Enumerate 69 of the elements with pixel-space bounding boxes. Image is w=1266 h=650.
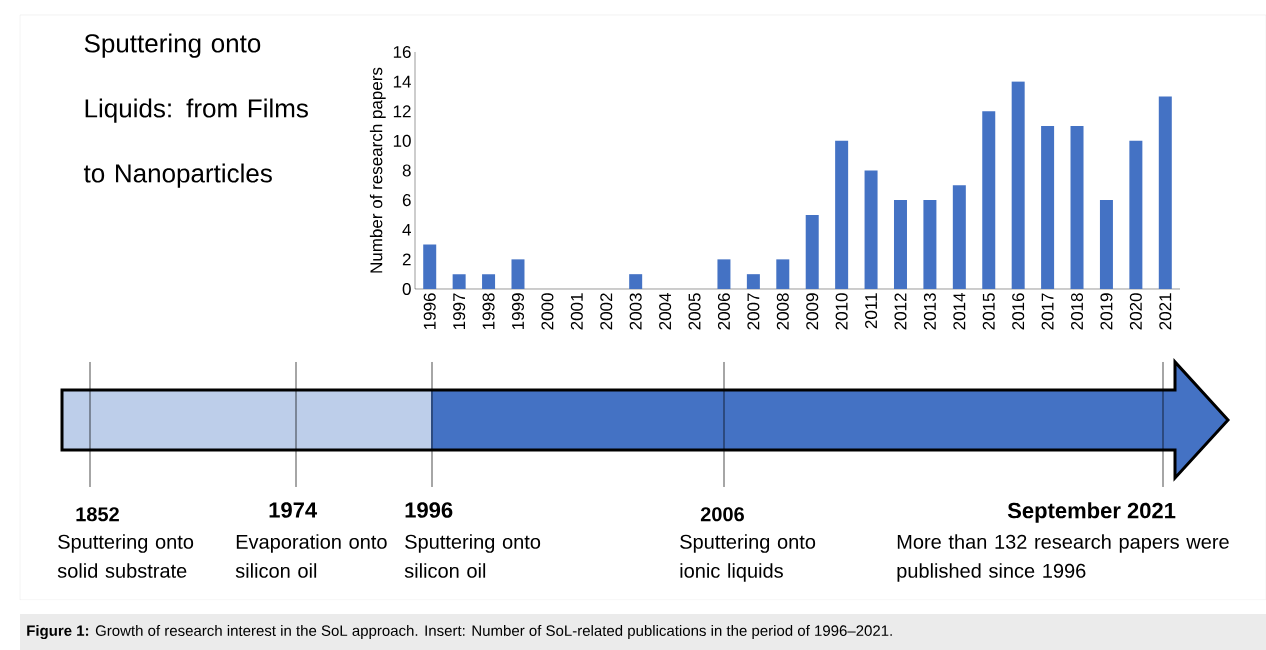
text: Sputtering onto solid substrate bbox=[57, 534, 194, 578]
x-tick-label: 2006 bbox=[717, 293, 730, 330]
x-tick-label: 2017 bbox=[1041, 293, 1054, 330]
chart-title: Sputtering onto Liquids: from Films to Nanoparticles bbox=[83, 33, 308, 188]
x-tick-label: 1998 bbox=[482, 293, 495, 330]
x-tick-label: 2020 bbox=[1129, 293, 1142, 330]
x-tick-label: 1996 bbox=[423, 293, 436, 330]
bar bbox=[1011, 81, 1025, 289]
x-tick-label: 1999 bbox=[511, 293, 525, 330]
y-tick-label: 16 bbox=[393, 45, 411, 59]
text: Sputtering onto silicon oil bbox=[404, 534, 541, 578]
y-tick-label: 0 bbox=[402, 282, 411, 296]
bar bbox=[452, 274, 466, 289]
text: 1852 bbox=[76, 507, 119, 522]
bar bbox=[835, 140, 849, 289]
x-tick-label: 2004 bbox=[659, 293, 672, 330]
x-tick-label: 2003 bbox=[629, 293, 642, 330]
text: 1974 bbox=[269, 502, 318, 518]
y-tick-label: 14 bbox=[393, 75, 411, 88]
bar bbox=[746, 274, 760, 289]
bar bbox=[629, 274, 643, 289]
text: Evaporation onto silicon oil bbox=[235, 534, 387, 578]
bar bbox=[952, 185, 966, 289]
bar bbox=[1070, 126, 1084, 289]
bar bbox=[893, 200, 907, 289]
y-tick-label: 2 bbox=[402, 253, 411, 266]
x-tick-label: 2021 bbox=[1159, 293, 1172, 330]
x-tick-label: 2011 bbox=[865, 293, 878, 329]
bar bbox=[511, 259, 525, 289]
x-tick-label: 2010 bbox=[835, 293, 848, 330]
bar bbox=[982, 111, 996, 289]
bar bbox=[1099, 200, 1113, 289]
x-tick-label: 2001 bbox=[570, 293, 583, 330]
bar bbox=[923, 200, 937, 289]
x-tick-label: 2007 bbox=[747, 293, 760, 330]
bar bbox=[1158, 96, 1172, 289]
bar bbox=[482, 274, 496, 289]
text: More than 132 research papers were published since 1996 bbox=[897, 534, 1229, 582]
x-tick-label: 2012 bbox=[894, 293, 907, 330]
x-tick-label: 1997 bbox=[453, 293, 466, 330]
x-tick-label: 2009 bbox=[806, 293, 819, 330]
x-tick-label: 2013 bbox=[923, 293, 936, 330]
y-tick-label: 4 bbox=[402, 223, 411, 236]
y-tick-label: 10 bbox=[393, 134, 411, 147]
x-tick-label: 2019 bbox=[1100, 293, 1113, 330]
y-tick-label: 6 bbox=[402, 194, 411, 207]
bar bbox=[776, 259, 790, 289]
x-tick-label: 2002 bbox=[600, 293, 613, 330]
bar bbox=[423, 244, 437, 289]
x-tick-label: 2015 bbox=[982, 293, 995, 330]
bar bbox=[1041, 126, 1055, 289]
bar bbox=[717, 259, 731, 289]
x-tick-label: 2005 bbox=[688, 293, 701, 330]
x-tick-label: 2018 bbox=[1071, 293, 1084, 330]
x-tick-label: 2016 bbox=[1012, 293, 1025, 330]
y-tick-label: 12 bbox=[393, 105, 411, 118]
text: Figure 1: Growth of research interest in the SoL approach. Insert: Number of SoL-related publications in the period of 1996–2021. bbox=[27, 624, 892, 640]
text: September 2021 bbox=[1007, 502, 1176, 523]
x-tick-label: 2014 bbox=[953, 293, 966, 330]
bar bbox=[805, 214, 819, 289]
y-tick-label: 8 bbox=[402, 164, 411, 177]
text: 1996 bbox=[405, 502, 453, 518]
x-tick-label: 2000 bbox=[541, 293, 554, 330]
text: Sputtering onto ionic liquids bbox=[680, 534, 816, 582]
x-tick-label: 2008 bbox=[776, 293, 789, 330]
bar bbox=[864, 170, 878, 289]
y-axis-title: Number of research papers bbox=[369, 67, 386, 273]
bar bbox=[1129, 140, 1143, 289]
text: 2006 bbox=[700, 507, 744, 522]
